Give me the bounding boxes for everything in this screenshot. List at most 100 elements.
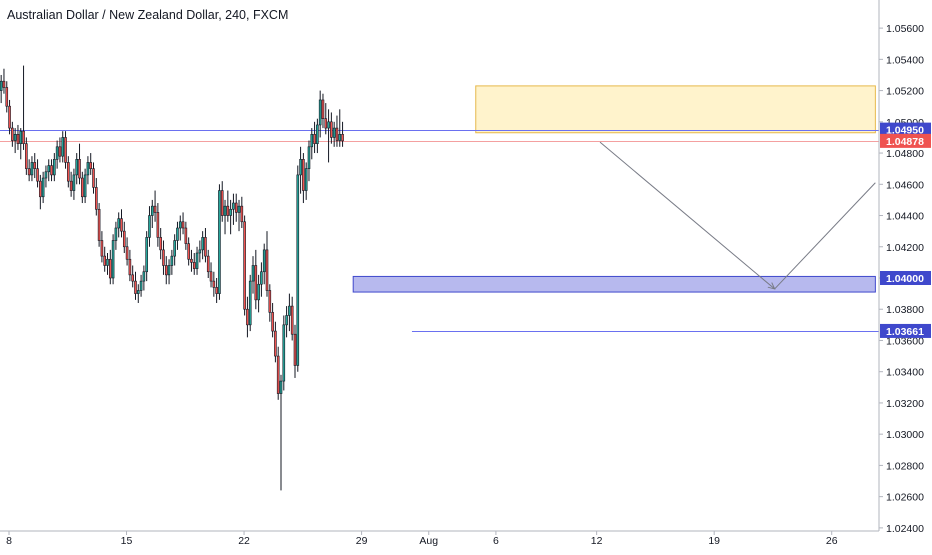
candle-down [341, 134, 344, 142]
price-tick-label: 1.03600 [886, 335, 924, 347]
candle-down [190, 258, 193, 263]
candle-up [72, 174, 76, 191]
candle-down [78, 159, 81, 179]
candle-down [206, 255, 210, 273]
candle-up [150, 205, 154, 216]
price-label-text: 1.04950 [886, 125, 924, 137]
candle-down [97, 208, 101, 241]
candle-down [156, 212, 160, 238]
candle-up [251, 265, 255, 282]
candle-down [276, 355, 280, 394]
candle-up [229, 208, 232, 216]
time-axis[interactable]: 8 15 22 29 Aug 6 12 19 26 [6, 531, 838, 547]
price-tick-label: 1.04600 [886, 179, 924, 191]
price-tick-label: 1.02400 [886, 523, 924, 535]
candle-down [212, 280, 216, 288]
candle-up [47, 165, 51, 173]
candle-up [170, 255, 174, 266]
price-tick-label: 1.03200 [886, 398, 924, 410]
candle-down [5, 87, 9, 107]
candle-up [223, 205, 227, 216]
candle-down [321, 99, 325, 119]
candle-up [304, 168, 308, 191]
candle-down [16, 134, 20, 144]
candle-down [254, 265, 258, 301]
candle-down [164, 265, 168, 276]
candle-down [153, 205, 157, 213]
time-tick-label: 15 [121, 535, 133, 547]
candle-down [313, 134, 316, 144]
candle-down [95, 187, 98, 210]
candle-down [274, 330, 277, 357]
candle-up [338, 134, 342, 141]
price-tick-label: 1.02800 [886, 460, 924, 472]
price-label-text: 1.04000 [886, 273, 924, 285]
candle-up [332, 127, 336, 138]
candle-down [25, 143, 28, 169]
candle-up [296, 174, 300, 366]
candle-down [33, 162, 37, 169]
candle-up [218, 190, 221, 294]
candle-up [41, 177, 45, 198]
candle-up [282, 324, 286, 382]
price-tick-label: 1.02600 [886, 492, 924, 504]
candle-up [136, 290, 140, 294]
candle-down [268, 290, 272, 313]
price-label-badge [880, 133, 931, 148]
candle-down [64, 137, 67, 163]
price-tick-label: 1.05600 [886, 23, 924, 35]
price-axis[interactable]: 1.056001.054001.052001.050001.048001.046… [879, 23, 924, 535]
candle-up [279, 380, 283, 394]
candle-up [142, 271, 146, 282]
price-label-text: 1.04878 [886, 136, 924, 148]
candle-down [324, 118, 328, 129]
candle-down [246, 308, 249, 326]
candle-down [36, 168, 39, 182]
price-tick-label: 1.05200 [886, 86, 924, 98]
time-tick-label: 12 [591, 535, 603, 547]
candle-down [22, 130, 25, 144]
candle-down [271, 312, 274, 332]
candle-up [178, 221, 182, 229]
candle-up [83, 174, 87, 198]
price-tick-label: 1.03400 [886, 367, 924, 379]
candle-up [13, 134, 17, 141]
candle-down [226, 205, 230, 216]
candle-down [2, 80, 6, 88]
candle-up [260, 271, 263, 285]
candle-up [299, 159, 302, 176]
candle-down [181, 221, 185, 229]
candle-up [327, 121, 330, 129]
projection-line[interactable] [599, 141, 775, 290]
candle-down [243, 221, 246, 310]
candle-down [50, 165, 53, 176]
projection-arrowhead [767, 282, 776, 290]
price-tick-label: 1.05400 [886, 54, 924, 66]
candle-up [145, 237, 148, 273]
candle-down [27, 168, 31, 176]
support-zone-rect[interactable] [352, 275, 876, 293]
candle-up [176, 227, 179, 241]
candle-down [67, 162, 70, 182]
supply-zone-rect[interactable] [475, 85, 876, 134]
candle-up [248, 280, 252, 326]
candle-down [330, 121, 333, 138]
candle-up [237, 205, 241, 213]
candle-down [103, 255, 107, 266]
candle-down [128, 258, 132, 276]
candle-up [106, 258, 109, 266]
price-tick-label: 1.04800 [886, 148, 924, 160]
candle-down [122, 230, 126, 248]
candle-down [134, 280, 137, 294]
candle-down [11, 127, 14, 141]
time-tick-label: 8 [6, 535, 12, 547]
candle-down [187, 243, 190, 260]
price-tick-label: 1.04400 [886, 211, 924, 223]
price-tick-label: 1.03000 [886, 429, 924, 441]
candle-down [162, 249, 165, 266]
projection-line[interactable] [774, 182, 876, 290]
price-tick-label: 1.03800 [886, 304, 924, 316]
